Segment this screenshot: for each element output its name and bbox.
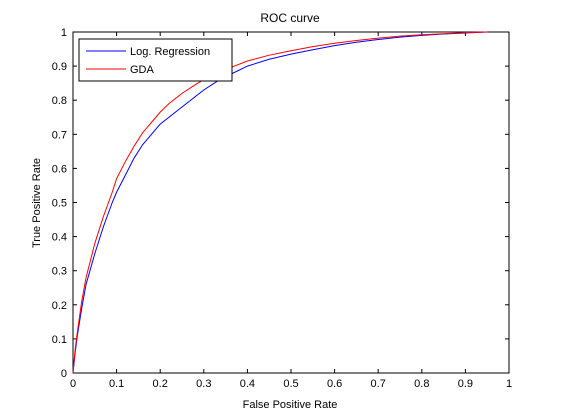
x-tick-label: 0.2 [153,378,168,390]
legend-box [78,38,233,82]
y-tick-label: 0.4 [52,232,67,244]
x-tick-label: 0 [70,378,76,390]
x-tick-label: 0.6 [327,378,342,390]
y-tick-label: 0.2 [52,300,67,312]
y-tick-label: 0.5 [52,198,67,210]
legend-label-log-regression: Log. Regression [130,46,210,58]
y-tick-label: 0.1 [52,334,67,346]
series-line-log-regression [72,31,488,374]
x-axis-label: False Positive Rate [243,399,338,411]
legend-label-gda: GDA [130,64,155,76]
x-tick-label: 0.1 [109,378,124,390]
axis-ticks: 0 0.1 0.2 0.3 0.4 0.5 0.6 0.7 0.8 0.9 1 0 0.1 0.2 0.3 0… [52,27,512,390]
y-tick-label: 0.3 [52,266,67,278]
series-line-gda [72,31,488,374]
x-tick-label: 0.8 [414,378,429,390]
legend: Log. Regression GDA [78,38,233,82]
y-axis-label: True Positive Rate [31,158,43,248]
x-tick-label: 0.9 [458,378,473,390]
plot-area [72,31,510,374]
y-tick-label: 1 [61,27,67,39]
series-lines [72,31,488,374]
y-tick-label: 0.9 [52,61,67,73]
x-tick-label: 0.7 [371,378,386,390]
y-tick-label: 0.8 [52,95,67,107]
y-tick-label: 0.6 [52,163,67,175]
x-tick-label: 0.4 [240,378,255,390]
x-tick-label: 0.5 [283,378,298,390]
y-tick-label: 0 [61,368,67,380]
x-tick-label: 0.3 [196,378,211,390]
chart-title: ROC curve [260,11,320,25]
y-tick-label: 0.7 [52,129,67,141]
x-tick-label: 1 [506,378,512,390]
